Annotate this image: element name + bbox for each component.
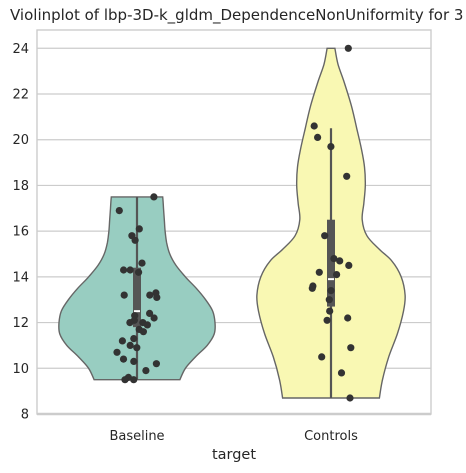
data-point [120,266,128,274]
data-point [153,293,161,301]
y-tick-label: 20 [12,133,29,148]
data-point [135,268,143,276]
data-point [315,268,323,276]
y-axis-ticks: 8 10 12 14 16 18 20 22 24 [12,42,29,423]
data-point [139,328,147,336]
data-point [142,367,150,375]
chart-title: Violinplot of lbp-3D-k_gldm_DependenceNo… [10,6,463,25]
data-point [326,307,334,315]
data-point [138,259,146,267]
y-tick-label: 18 [12,179,29,194]
data-point [146,309,154,317]
data-point [330,255,338,263]
x-axis-label: target [212,447,256,463]
data-point [130,357,138,365]
data-point [146,291,154,299]
data-point [346,394,354,402]
data-point [119,355,128,363]
y-tick-label: 12 [12,316,29,331]
data-point [336,257,344,265]
plot-spines [36,29,432,416]
strip-points [113,44,355,402]
data-point [150,314,158,322]
x-axis-ticks: Baseline Controls [109,429,358,444]
data-point [345,261,353,269]
box-iqr [133,267,141,328]
data-point [310,122,318,130]
data-point [321,232,329,240]
data-point [327,143,335,151]
y-tick-label: 16 [12,225,29,240]
data-point [333,271,341,279]
data-point [133,344,141,352]
data-point [126,266,134,274]
data-point [121,376,129,384]
data-point [130,376,138,384]
box-iqr [327,219,335,307]
data-point [314,133,322,141]
y-tick-label: 24 [12,42,29,57]
y-tick-label: 22 [12,88,29,103]
data-point [126,319,134,327]
data-point [347,344,355,352]
data-point [135,225,143,233]
data-point [337,369,346,377]
data-point [131,236,139,244]
data-point [113,348,121,356]
data-point [126,341,134,349]
data-point [318,353,326,361]
data-point [344,44,352,52]
x-tick-label: Controls [304,429,358,444]
y-tick-label: 8 [21,408,29,423]
data-point [120,291,128,299]
data-point [327,287,335,295]
x-tick-label: Baseline [109,429,164,444]
data-point [343,172,351,180]
data-point [323,316,331,324]
y-tick-label: 14 [12,270,29,285]
data-point [344,314,352,322]
data-point [150,193,158,201]
data-point [118,337,126,345]
data-point [143,321,151,329]
data-point [115,207,123,215]
data-point [325,296,333,304]
y-tick-label: 10 [12,362,29,377]
data-point [308,284,316,292]
data-point [130,335,138,343]
data-point [152,360,160,368]
